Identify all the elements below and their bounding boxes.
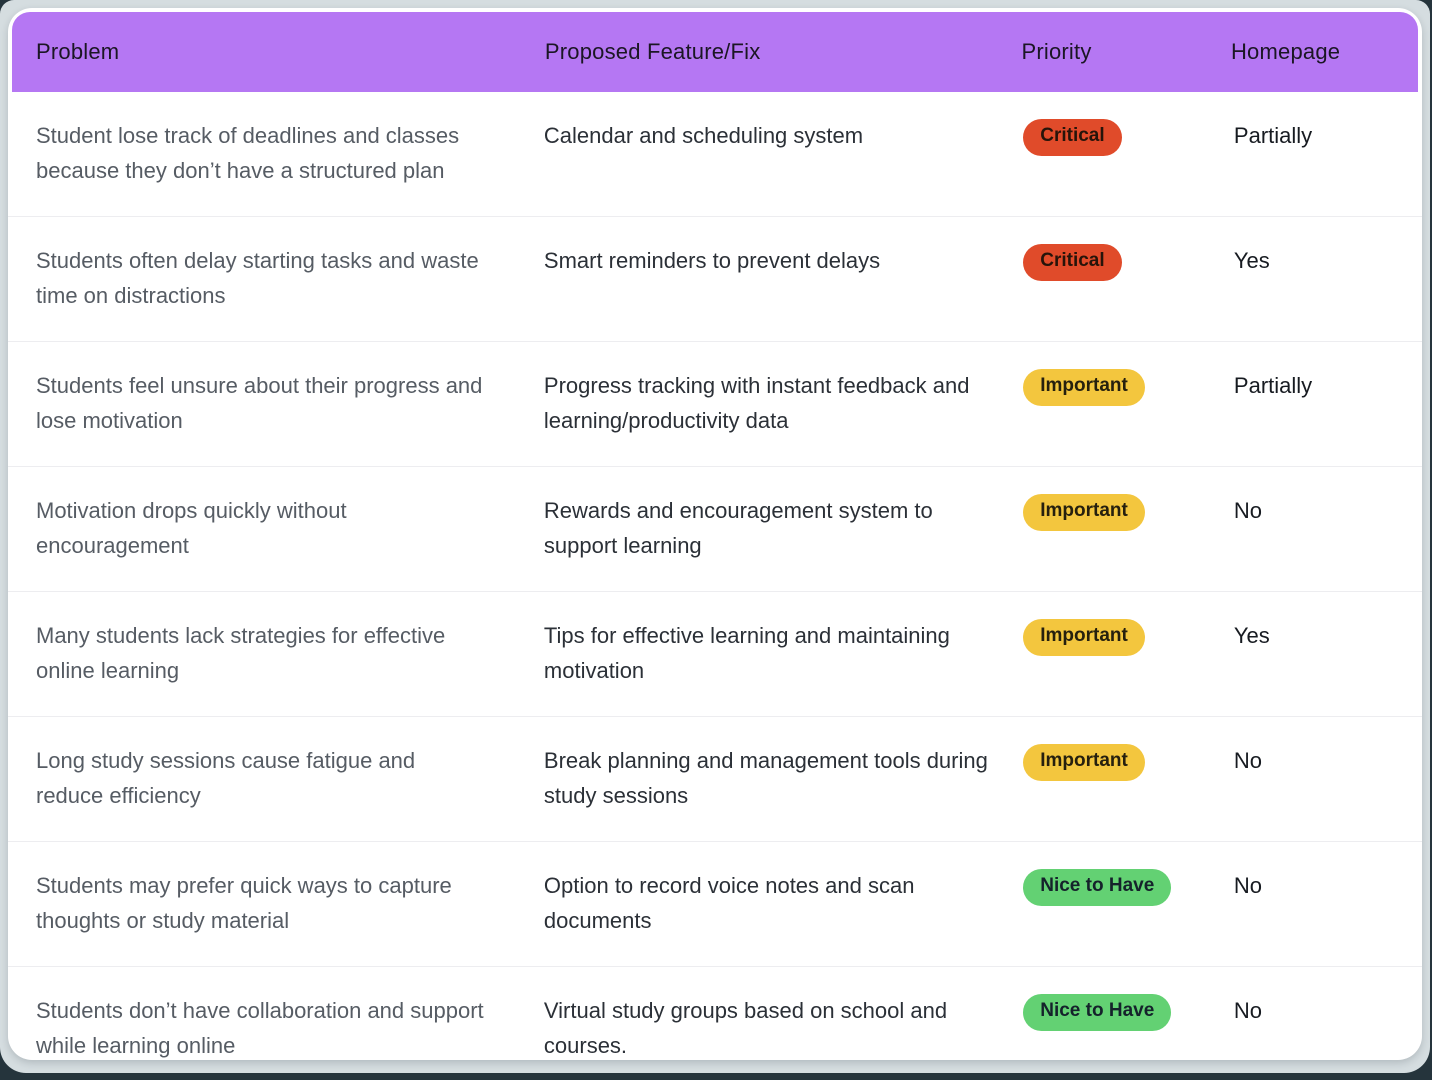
priority-cell: Nice to Have <box>1023 842 1234 966</box>
homepage-cell: Partially <box>1233 373 1313 398</box>
homepage-cell: Partially <box>1233 123 1313 148</box>
homepage-cell: Yes <box>1233 248 1270 273</box>
table-row: Students may prefer quick ways to captur… <box>8 842 1422 967</box>
homepage-cell: No <box>1233 498 1263 523</box>
feature-cell: Rewards and encouragement system to supp… <box>543 498 933 558</box>
problem-cell: Students may prefer quick ways to captur… <box>36 873 452 933</box>
priority-badge: Important <box>1023 369 1145 406</box>
feature-cell: Calendar and scheduling system <box>543 123 864 148</box>
feature-priority-table: Problem Proposed Feature/Fix Priority Ho… <box>8 8 1422 1060</box>
priority-cell: Important <box>1023 717 1234 841</box>
priority-badge: Critical <box>1023 244 1122 281</box>
priority-cell: Critical <box>1023 217 1234 341</box>
table-row: Students don’t have collaboration and su… <box>8 967 1422 1060</box>
priority-badge: Important <box>1023 494 1145 531</box>
priority-badge: Critical <box>1023 119 1122 156</box>
priority-cell: Critical <box>1023 92 1234 216</box>
table-body: Student lose track of deadlines and clas… <box>8 92 1422 1060</box>
column-header-problem: Problem <box>36 39 120 64</box>
problem-cell: Motivation drops quickly without encoura… <box>36 498 347 558</box>
table-row: Long study sessions cause fatigue and re… <box>8 717 1422 842</box>
homepage-cell: No <box>1233 998 1263 1023</box>
feature-cell: Break planning and management tools duri… <box>543 748 988 808</box>
priority-badge: Nice to Have <box>1023 869 1172 906</box>
homepage-cell: Yes <box>1233 623 1270 648</box>
homepage-cell: No <box>1233 748 1263 773</box>
priority-badge: Important <box>1023 619 1145 656</box>
problem-cell: Students feel unsure about their progres… <box>36 373 483 433</box>
priority-cell: Important <box>1023 467 1234 591</box>
problem-cell: Many students lack strategies for effect… <box>36 623 446 683</box>
feature-cell: Tips for effective learning and maintain… <box>543 623 950 683</box>
priority-badge: Nice to Have <box>1023 994 1172 1031</box>
priority-cell: Nice to Have <box>1023 967 1234 1060</box>
table-row: Many students lack strategies for effect… <box>8 592 1422 717</box>
feature-cell: Virtual study groups based on school and… <box>543 998 948 1058</box>
column-header-homepage: Homepage <box>1230 39 1341 64</box>
feature-cell: Smart reminders to prevent delays <box>543 248 881 273</box>
priority-badge: Important <box>1023 744 1145 781</box>
table-row: Students often delay starting tasks and … <box>8 217 1422 342</box>
problem-cell: Long study sessions cause fatigue and re… <box>36 748 416 808</box>
problem-cell: Students often delay starting tasks and … <box>36 248 479 308</box>
priority-cell: Important <box>1023 342 1234 466</box>
priority-cell: Important <box>1023 592 1234 716</box>
problem-cell: Students don’t have collaboration and su… <box>36 998 484 1058</box>
table-row: Motivation drops quickly without encoura… <box>8 467 1422 592</box>
table-row: Students feel unsure about their progres… <box>8 342 1422 467</box>
table-row: Student lose track of deadlines and clas… <box>8 92 1422 217</box>
column-header-feature: Proposed Feature/Fix <box>544 39 761 64</box>
table-header-row: Problem Proposed Feature/Fix Priority Ho… <box>12 12 1418 92</box>
column-header-priority: Priority <box>1021 39 1092 64</box>
homepage-cell: No <box>1233 873 1263 898</box>
feature-cell: Option to record voice notes and scan do… <box>543 873 915 933</box>
problem-cell: Student lose track of deadlines and clas… <box>36 123 460 183</box>
feature-cell: Progress tracking with instant feedback … <box>543 373 970 433</box>
